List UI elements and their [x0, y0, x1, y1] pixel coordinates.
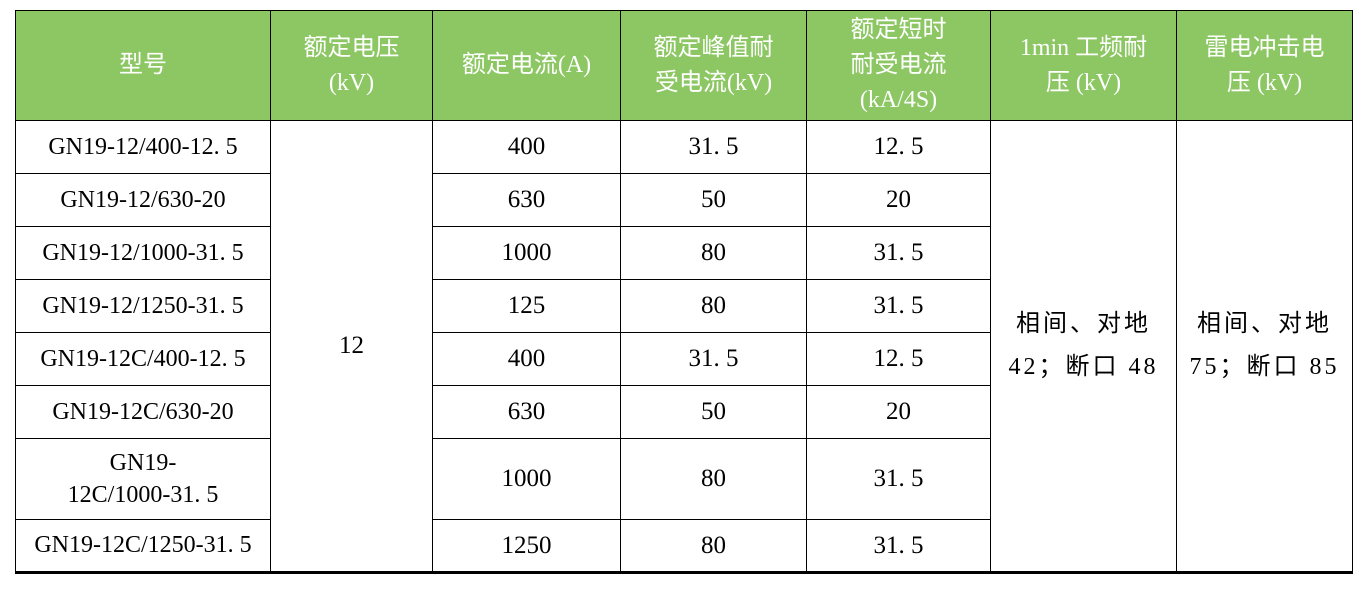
table-row: GN19-12/1000-31. 5 1000 80 31. 5	[15, 226, 1353, 280]
table-row: GN19-12/1250-31. 5 125 80 31. 5	[15, 279, 1353, 333]
short-time-current-cell: 31. 5	[806, 226, 991, 280]
peak-current-cell: 50	[620, 385, 807, 439]
lightning-impulse-merged-cell: 相间、对地 75；断口 85	[1176, 120, 1353, 573]
rated-current-cell: 125	[432, 279, 621, 333]
short-time-current-cell: 12. 5	[806, 120, 991, 174]
model-cell: GN19-12C/630-20	[15, 385, 271, 439]
table-row: GN19-12C/1250-31. 5 1250 80 31. 5	[15, 519, 1353, 573]
header-lightning-impulse: 雷电冲击电 压 (kV)	[1176, 10, 1353, 121]
rated-current-cell: 1000	[432, 438, 621, 520]
table-row: GN19-12/400-12. 5 12 400 31. 5 12. 5 相间、…	[15, 120, 1353, 573]
short-time-current-cell: 20	[806, 173, 991, 227]
peak-current-cell: 31. 5	[620, 332, 807, 386]
table-row: GN19-12C/630-20 630 50 20	[15, 385, 1353, 439]
peak-current-cell: 80	[620, 438, 807, 520]
rated-current-cell: 400	[432, 332, 621, 386]
header-row: 型号 额定电压 (kV) 额定电流(A) 额定峰值耐 受电流(kV) 额定短时 …	[15, 10, 1353, 121]
model-cell: GN19-12/630-20	[15, 173, 271, 227]
short-time-current-cell: 31. 5	[806, 279, 991, 333]
model-cell: GN19-12/400-12. 5	[15, 120, 271, 174]
model-cell: GN19-12C/1250-31. 5	[15, 519, 271, 573]
rated-current-cell: 630	[432, 385, 621, 439]
peak-current-cell: 80	[620, 279, 807, 333]
rated-current-cell: 1000	[432, 226, 621, 280]
page: 型号 额定电压 (kV) 额定电流(A) 额定峰值耐 受电流(kV) 额定短时 …	[0, 10, 1366, 590]
rated-current-cell: 1250	[432, 519, 621, 573]
model-cell: GN19-12/1250-31. 5	[15, 279, 271, 333]
header-rated-current: 额定电流(A)	[432, 10, 621, 121]
peak-current-cell: 50	[620, 173, 807, 227]
short-time-current-cell: 20	[806, 385, 991, 439]
short-time-current-cell: 31. 5	[806, 519, 991, 573]
header-rated-voltage: 额定电压 (kV)	[270, 10, 433, 121]
power-frequency-merged-cell: 相间、对地 42；断口 48	[990, 120, 1177, 573]
rated-current-cell: 630	[432, 173, 621, 227]
model-cell: GN19-12/1000-31. 5	[15, 226, 271, 280]
rated-current-cell: 400	[432, 120, 621, 174]
peak-current-cell: 80	[620, 226, 807, 280]
table-row: GN19-12C/400-12. 5 400 31. 5 12. 5	[15, 332, 1353, 386]
peak-current-cell: 31. 5	[620, 120, 807, 174]
header-model: 型号	[15, 10, 271, 121]
short-time-current-cell: 12. 5	[806, 332, 991, 386]
peak-current-cell: 80	[620, 519, 807, 573]
rated-voltage-merged-cell: 12	[270, 120, 433, 573]
spec-table: 型号 额定电压 (kV) 额定电流(A) 额定峰值耐 受电流(kV) 额定短时 …	[15, 10, 1353, 574]
short-time-current-cell: 31. 5	[806, 438, 991, 520]
header-short-time-withstand-current: 额定短时 耐受电流 (kA/4S)	[806, 10, 991, 121]
model-cell: GN19- 12C/1000-31. 5	[15, 438, 271, 520]
header-peak-withstand-current: 额定峰值耐 受电流(kV)	[620, 10, 807, 121]
model-cell: GN19-12C/400-12. 5	[15, 332, 271, 386]
table-row: GN19- 12C/1000-31. 5 1000 80 31. 5	[15, 438, 1353, 520]
header-power-frequency-withstand: 1min 工频耐 压 (kV)	[990, 10, 1177, 121]
